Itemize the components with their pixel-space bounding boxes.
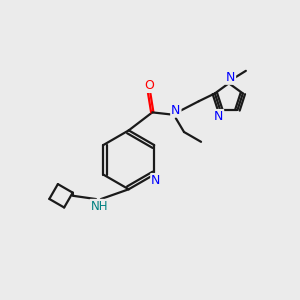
Text: N: N (226, 71, 235, 84)
Text: NH: NH (91, 200, 108, 213)
Text: N: N (151, 174, 160, 187)
Text: N: N (214, 110, 223, 123)
Text: N: N (171, 103, 181, 117)
Text: O: O (144, 79, 154, 92)
